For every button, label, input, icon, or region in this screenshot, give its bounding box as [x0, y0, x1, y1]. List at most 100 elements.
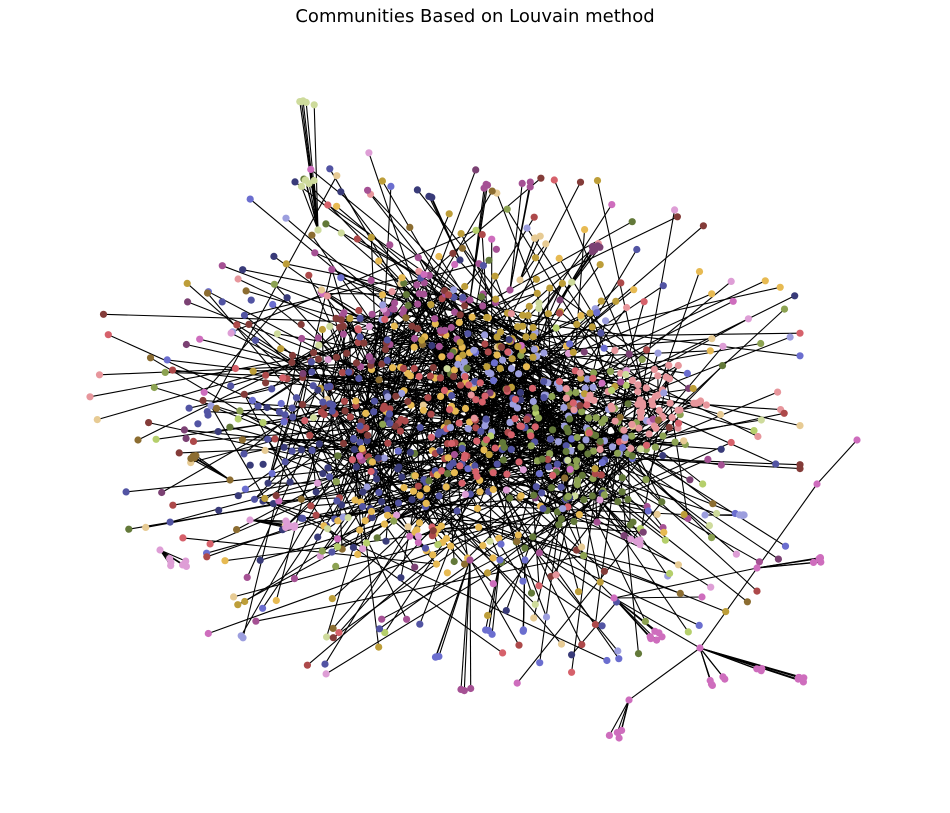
graph-node — [727, 277, 735, 285]
graph-node — [527, 432, 535, 440]
graph-node — [356, 526, 364, 534]
graph-node — [348, 456, 356, 464]
graph-node — [329, 634, 337, 642]
graph-node — [398, 389, 406, 398]
graph-node — [427, 433, 435, 441]
graph-edge — [473, 349, 512, 388]
graph-edge — [521, 350, 540, 586]
graph-edge — [384, 177, 542, 311]
graph-node — [359, 488, 367, 496]
graph-node — [589, 383, 597, 391]
graph-node — [402, 314, 410, 322]
graph-node — [243, 573, 251, 582]
graph-node — [368, 310, 376, 318]
graph-node — [362, 409, 370, 417]
graph-node — [653, 636, 661, 644]
graph-edge — [145, 443, 601, 528]
graph-node — [708, 335, 716, 343]
graph-node — [628, 452, 636, 460]
graph-edge — [302, 372, 671, 404]
graph-node — [740, 511, 748, 519]
graph-node — [580, 496, 588, 504]
graph-node — [466, 296, 474, 304]
graph-node — [463, 364, 471, 372]
graph-node — [309, 382, 317, 390]
graph-node — [196, 335, 204, 343]
graph-node — [555, 309, 564, 317]
graph-node — [486, 537, 494, 545]
graph-edge — [627, 391, 778, 455]
graph-node — [456, 462, 464, 470]
graph-node — [581, 390, 589, 398]
graph-node — [227, 329, 235, 337]
graph-node — [207, 402, 215, 410]
graph-node — [472, 468, 480, 476]
graph-node — [528, 384, 537, 392]
graph-node — [549, 471, 557, 479]
graph-node — [251, 336, 260, 344]
graph-node — [574, 476, 582, 484]
graph-node — [644, 507, 652, 515]
graph-node — [419, 401, 427, 409]
graph-node — [394, 499, 403, 507]
graph-node — [415, 372, 423, 381]
graph-node — [480, 184, 488, 192]
graph-node — [370, 397, 379, 405]
graph-node — [503, 470, 511, 478]
graph-node — [675, 419, 683, 427]
graph-node — [780, 305, 789, 313]
graph-node — [333, 202, 341, 210]
graph-node — [473, 437, 481, 445]
graph-node — [384, 393, 392, 401]
graph-node — [321, 660, 329, 668]
graph-node — [379, 420, 387, 428]
graph-node — [167, 558, 175, 567]
graph-node — [634, 381, 642, 389]
graph-node — [307, 165, 315, 173]
graph-node — [383, 505, 391, 514]
graph-edge — [210, 405, 266, 499]
graph-node — [332, 353, 341, 361]
graph-node — [358, 445, 366, 453]
graph-edge — [255, 555, 584, 622]
graph-node — [308, 231, 316, 239]
graph-node — [729, 297, 737, 305]
graph-edge — [237, 365, 679, 606]
graph-node — [550, 176, 558, 184]
graph-edge — [331, 268, 679, 424]
graph-node — [635, 424, 643, 432]
graph-node — [535, 299, 543, 307]
graph-node — [598, 459, 606, 467]
graph-node — [612, 297, 620, 305]
graph-node — [388, 288, 396, 296]
graph-node — [334, 517, 342, 525]
graph-node — [314, 533, 322, 541]
graph-node — [189, 452, 197, 460]
graph-node — [651, 443, 660, 451]
graph-node — [516, 388, 525, 397]
graph-node — [411, 472, 419, 480]
graph-node — [686, 476, 694, 484]
graph-node — [288, 358, 296, 366]
graph-node — [617, 279, 625, 287]
graph-node — [546, 284, 554, 292]
graph-node — [233, 321, 241, 329]
graph-node — [242, 287, 250, 295]
graph-node — [386, 241, 394, 249]
graph-node — [206, 540, 214, 548]
graph-edge — [580, 300, 734, 379]
graph-node — [481, 392, 489, 400]
graph-node — [568, 435, 576, 443]
graph-node — [328, 407, 336, 415]
graph-edge — [419, 494, 700, 626]
graph-node — [380, 454, 388, 462]
graph-edge — [262, 382, 474, 424]
graph-node — [502, 607, 510, 615]
graph-node — [578, 543, 586, 551]
graph-node — [696, 644, 704, 652]
graph-node — [370, 408, 378, 416]
graph-node — [608, 443, 617, 451]
graph-node — [326, 382, 334, 390]
graph-node — [526, 178, 534, 186]
graph-node — [479, 262, 487, 270]
